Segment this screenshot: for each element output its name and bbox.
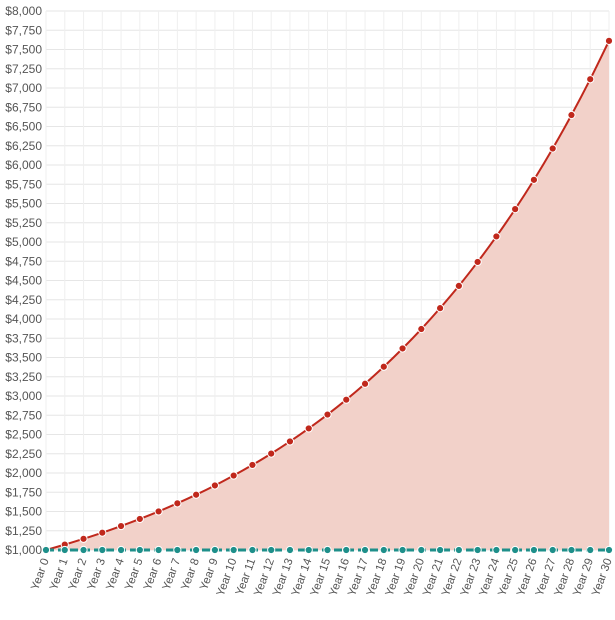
data-point[interactable]: [586, 545, 595, 555]
y-tick-label: $2,000: [5, 466, 42, 480]
y-tick-label: $1,750: [5, 485, 42, 499]
data-point[interactable]: [304, 545, 313, 555]
data-point[interactable]: [342, 545, 351, 555]
y-tick-label: $1,500: [5, 505, 42, 519]
data-point[interactable]: [567, 110, 576, 120]
data-point[interactable]: [173, 545, 182, 555]
y-tick-label: $1,000: [5, 543, 42, 557]
data-point[interactable]: [60, 545, 69, 555]
data-point[interactable]: [436, 304, 445, 313]
data-point[interactable]: [586, 75, 595, 84]
data-point[interactable]: [154, 545, 163, 555]
data-point[interactable]: [529, 545, 539, 555]
data-point[interactable]: [604, 545, 614, 555]
data-point[interactable]: [454, 545, 463, 555]
data-point[interactable]: [511, 545, 520, 555]
y-tick-label: $3,250: [5, 370, 42, 384]
y-tick-label: $2,750: [5, 408, 42, 422]
data-point[interactable]: [473, 257, 482, 267]
data-point[interactable]: [229, 545, 238, 555]
data-point[interactable]: [248, 460, 257, 470]
y-tick-label: $3,000: [5, 389, 42, 403]
data-point[interactable]: [342, 395, 351, 404]
data-point[interactable]: [285, 545, 295, 555]
data-point[interactable]: [379, 362, 388, 371]
data-point[interactable]: [98, 528, 107, 537]
y-tick-label: $7,000: [5, 81, 42, 95]
data-point[interactable]: [379, 545, 388, 555]
y-tick-label: $4,500: [5, 274, 42, 288]
data-point[interactable]: [267, 545, 276, 555]
data-point[interactable]: [398, 545, 407, 555]
y-tick-label: $7,500: [5, 43, 42, 57]
data-point[interactable]: [210, 545, 219, 555]
data-point[interactable]: [229, 471, 238, 480]
y-tick-label: $2,500: [5, 428, 42, 442]
data-point[interactable]: [41, 545, 51, 555]
data-point[interactable]: [192, 545, 201, 555]
data-point[interactable]: [360, 379, 370, 388]
y-tick-label: $8,000: [5, 4, 42, 18]
data-point[interactable]: [135, 545, 144, 555]
y-tick-label: $2,250: [5, 447, 42, 461]
y-axis-tick-labels: $1,000 $1,250 $1,500 $1,750 $2,000 $2,250 $2,5…: [5, 4, 42, 557]
y-tick-label: $6,500: [5, 120, 42, 134]
series-area-fill: [46, 40, 609, 550]
area-fills: [46, 40, 609, 550]
y-tick-label: $5,000: [5, 235, 42, 249]
y-tick-label: $5,500: [5, 197, 42, 211]
data-point[interactable]: [173, 499, 182, 508]
data-point[interactable]: [417, 324, 426, 334]
data-point[interactable]: [323, 410, 332, 419]
data-point[interactable]: [417, 545, 426, 555]
y-tick-label: $4,750: [5, 254, 42, 268]
data-points: [41, 36, 614, 555]
data-point[interactable]: [529, 175, 539, 184]
y-tick-label: $7,750: [5, 23, 42, 37]
data-point[interactable]: [98, 545, 107, 555]
data-point[interactable]: [116, 545, 126, 555]
y-tick-label: $6,000: [5, 158, 42, 172]
data-point[interactable]: [154, 507, 163, 516]
y-tick-label: $1,250: [5, 524, 42, 538]
y-tick-label: $6,250: [5, 139, 42, 153]
y-tick-label: $7,250: [5, 62, 42, 76]
data-point[interactable]: [79, 545, 88, 555]
data-point[interactable]: [567, 545, 576, 555]
data-point[interactable]: [492, 232, 501, 241]
y-tick-label: $3,500: [5, 351, 42, 365]
data-point[interactable]: [548, 545, 557, 555]
y-tick-label: $6,750: [5, 100, 42, 114]
data-point[interactable]: [267, 449, 276, 458]
data-point[interactable]: [135, 514, 144, 524]
data-point[interactable]: [454, 281, 463, 290]
data-point[interactable]: [548, 144, 557, 153]
y-tick-label: $5,250: [5, 216, 42, 230]
y-tick-label: $3,750: [5, 331, 42, 345]
data-point[interactable]: [492, 545, 501, 555]
data-point[interactable]: [285, 437, 295, 446]
data-point[interactable]: [360, 545, 370, 555]
y-tick-label: $4,250: [5, 293, 42, 307]
data-point[interactable]: [210, 481, 219, 490]
data-point[interactable]: [398, 344, 407, 353]
data-point[interactable]: [511, 205, 520, 214]
data-point[interactable]: [436, 545, 445, 555]
data-point[interactable]: [248, 545, 257, 555]
data-point[interactable]: [192, 490, 201, 499]
data-point[interactable]: [473, 545, 482, 555]
data-point[interactable]: [116, 521, 126, 531]
data-point[interactable]: [79, 534, 88, 543]
data-point[interactable]: [604, 36, 614, 45]
y-tick-label: $5,750: [5, 177, 42, 191]
y-tick-label: $4,000: [5, 312, 42, 326]
data-point[interactable]: [304, 424, 313, 433]
data-point[interactable]: [323, 545, 332, 555]
